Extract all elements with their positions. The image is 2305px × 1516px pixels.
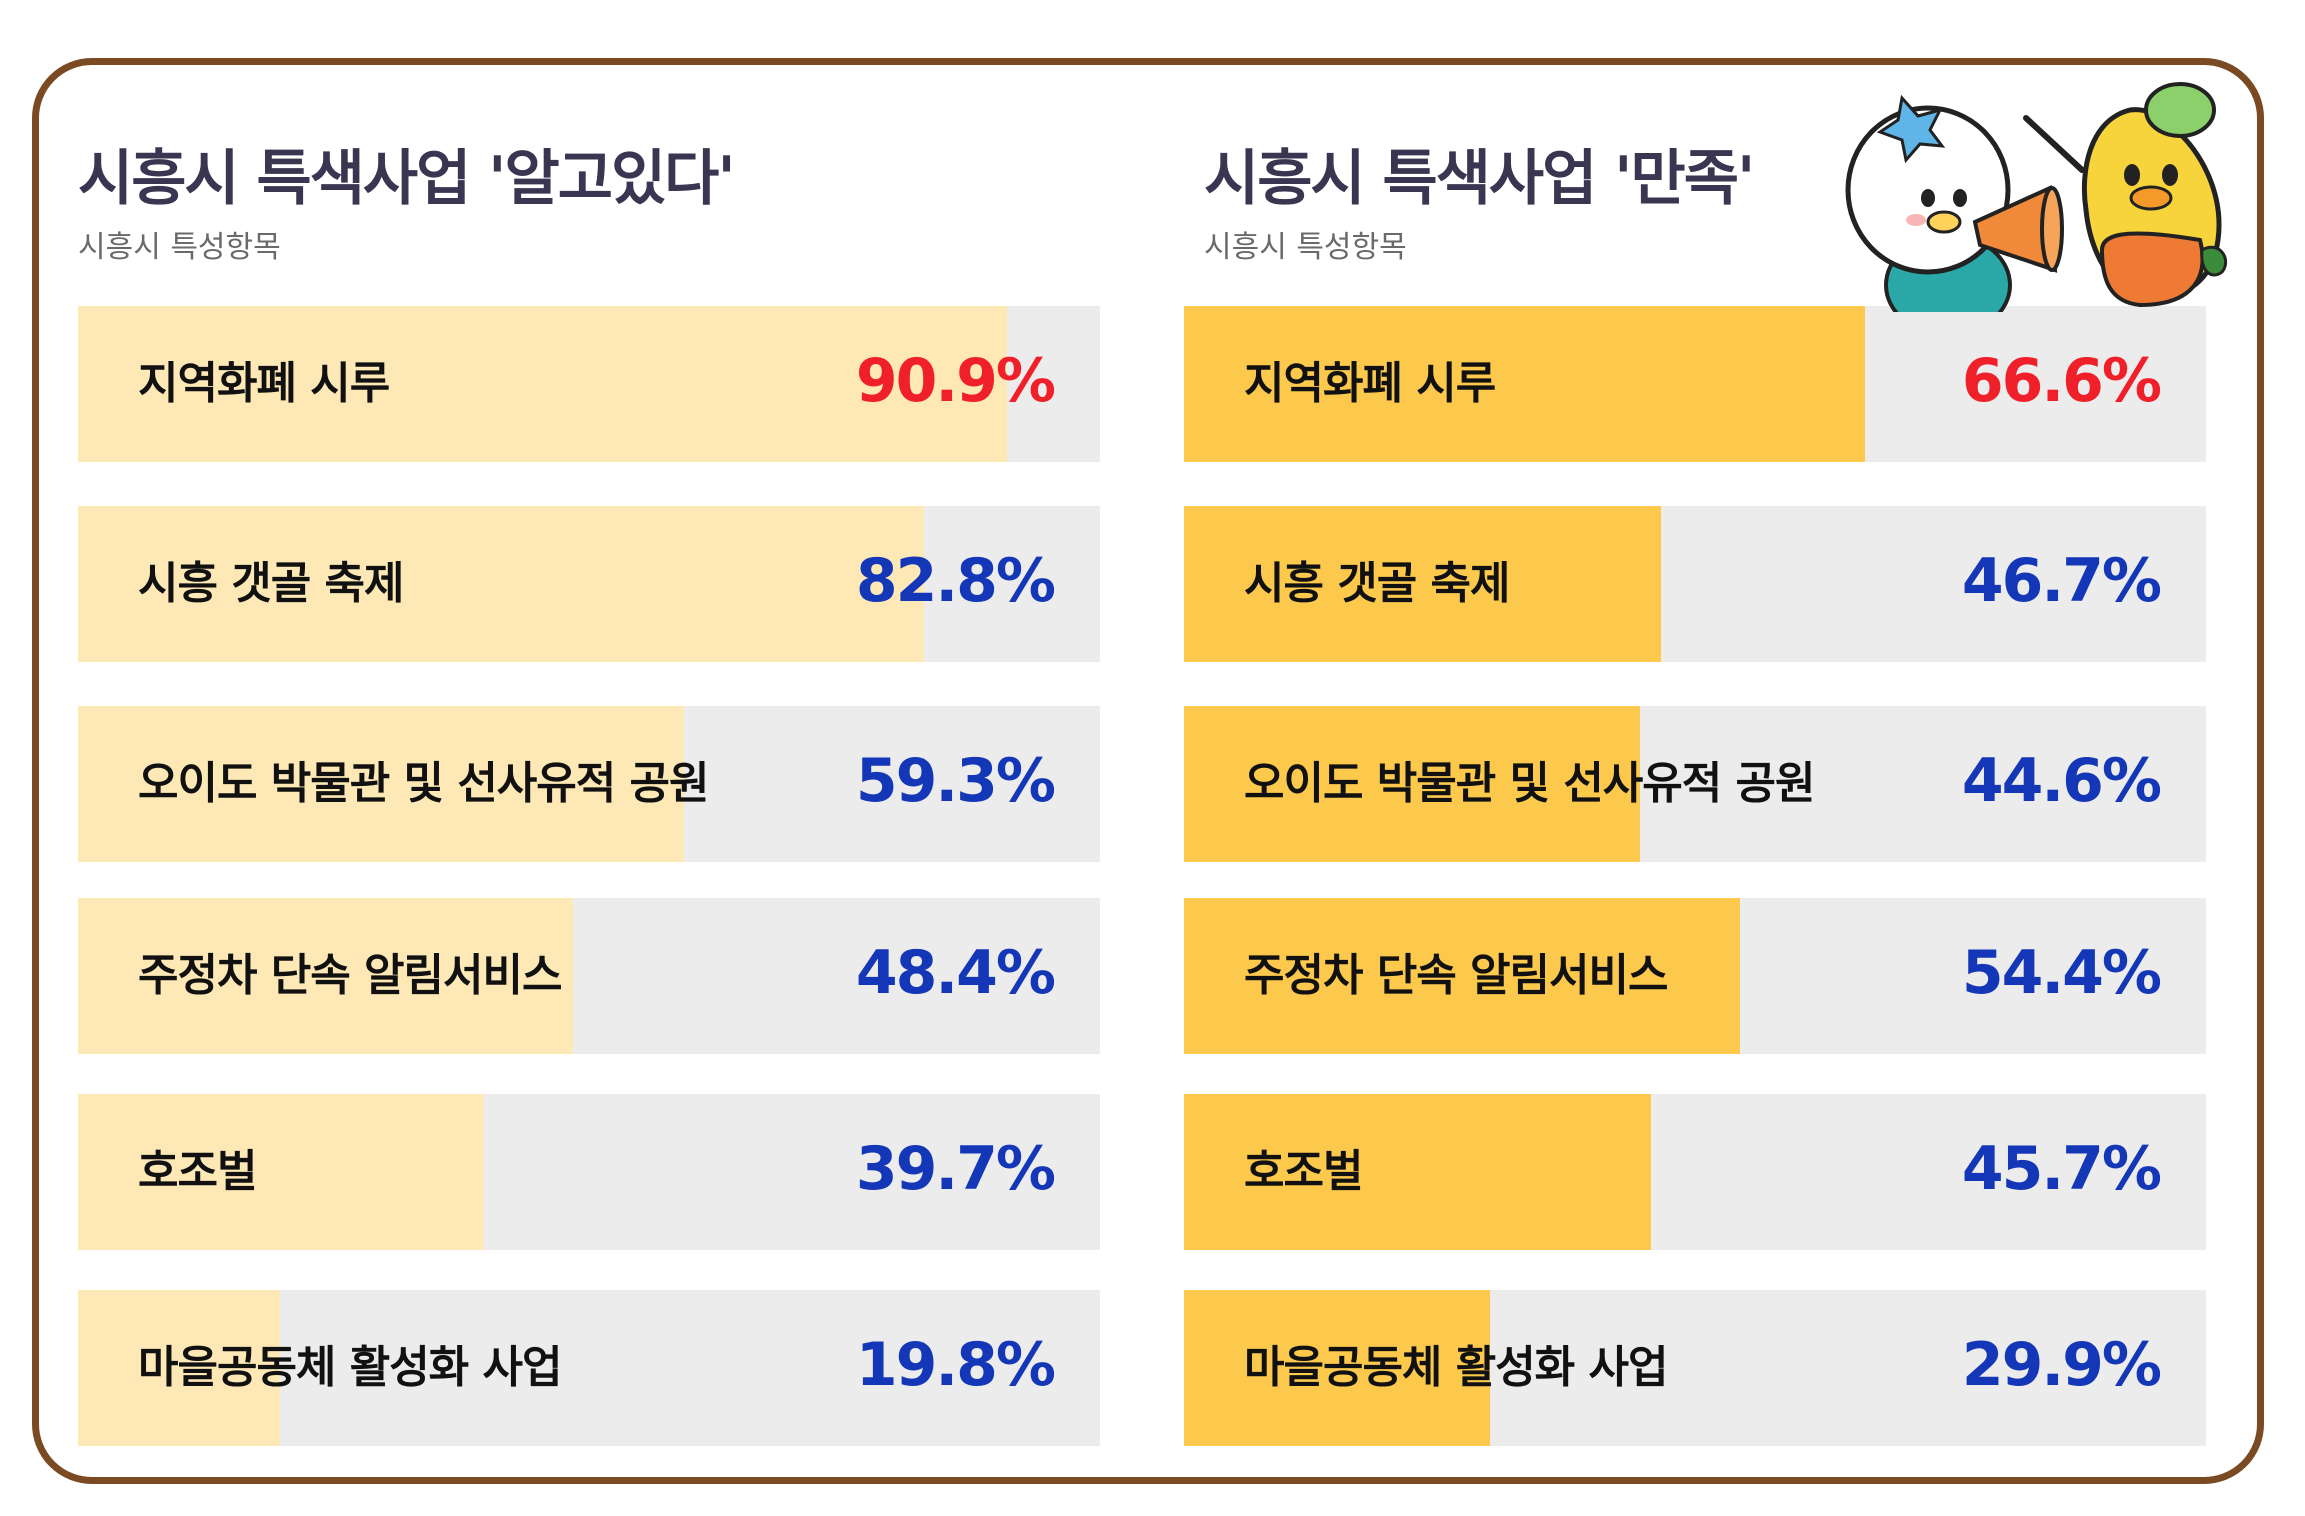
left-bar-category-label: 오이도 박물관 및 선사유적 공원 <box>138 758 710 809</box>
right-bar-value-label: 66.6% <box>1961 346 2162 416</box>
right-bar-value-label: 54.4% <box>1961 938 2162 1008</box>
left-bar-value-label: 19.8% <box>855 1330 1056 1400</box>
right-bar-value-label: 29.9% <box>1961 1330 2162 1400</box>
right-bar-row: 호조벌 45.7% <box>1184 1094 2206 1250</box>
left-bar-fill <box>78 706 685 862</box>
mascot-illustration <box>1845 82 2228 312</box>
left-chart-subtitle: 시흥시 특성항목 <box>78 230 281 265</box>
left-bar-row: 오이도 박물관 및 선사유적 공원 59.3% <box>78 706 1100 862</box>
right-bar-category-label: 호조벌 <box>1244 1146 1363 1197</box>
right-bar-fill <box>1184 1290 1490 1446</box>
left-bar-category-label: 마을공동체 활성화 사업 <box>138 1342 562 1393</box>
right-bar-row: 시흥 갯골 축제 46.7% <box>1184 506 2206 662</box>
right-bar-fill <box>1184 706 1640 862</box>
right-bar-category-label: 오이도 박물관 및 선사유적 공원 <box>1244 758 1816 809</box>
right-bar-fill <box>1184 506 1662 662</box>
right-bar-row: 지역화폐 시루 66.6% <box>1184 306 2206 462</box>
right-bar-fill <box>1184 1094 1652 1250</box>
right-bar-fill <box>1184 898 1740 1054</box>
white-duck-mascot-icon <box>1845 94 2064 312</box>
left-bar-row: 마을공동체 활성화 사업 19.8% <box>78 1290 1100 1446</box>
left-bar-fill <box>78 306 1007 462</box>
right-bar-value-label: 44.6% <box>1961 746 2162 816</box>
right-bar-category-label: 마을공동체 활성화 사업 <box>1244 1342 1668 1393</box>
right-bar-category-label: 지역화폐 시루 <box>1244 358 1496 409</box>
left-bar-value-label: 90.9% <box>855 346 1056 416</box>
right-bar-row: 오이도 박물관 및 선사유적 공원 44.6% <box>1184 706 2206 862</box>
left-bar-fill <box>78 898 573 1054</box>
right-bar-fill <box>1184 306 1865 462</box>
left-bar-category-label: 주정차 단속 알림서비스 <box>138 950 562 1001</box>
left-chart-title: 시흥시 특색사업 '알고있다' <box>78 144 736 214</box>
left-bar-row: 주정차 단속 알림서비스 48.4% <box>78 898 1100 1054</box>
right-bar-row: 주정차 단속 알림서비스 54.4% <box>1184 898 2206 1054</box>
left-bar-category-label: 시흥 갯골 축제 <box>138 558 405 609</box>
right-chart-subtitle: 시흥시 특성항목 <box>1204 230 1407 265</box>
right-bar-value-label: 46.7% <box>1961 546 2162 616</box>
yellow-pear-mascot-icon <box>2023 82 2228 308</box>
right-bar-value-label: 45.7% <box>1961 1134 2162 1204</box>
right-chart-title: 시흥시 특색사업 '만족' <box>1204 144 1755 214</box>
left-bar-row: 호조벌 39.7% <box>78 1094 1100 1250</box>
left-bar-row: 지역화폐 시루 90.9% <box>78 306 1100 462</box>
left-bar-category-label: 호조벌 <box>138 1146 257 1197</box>
left-bar-category-label: 지역화폐 시루 <box>138 358 390 409</box>
right-bar-row: 마을공동체 활성화 사업 29.9% <box>1184 1290 2206 1446</box>
left-bar-value-label: 59.3% <box>855 746 1056 816</box>
left-bar-fill <box>78 1094 484 1250</box>
left-bar-row: 시흥 갯골 축제 82.8% <box>78 506 1100 662</box>
right-bar-category-label: 시흥 갯골 축제 <box>1244 558 1511 609</box>
left-bar-value-label: 48.4% <box>855 938 1056 1008</box>
left-bar-fill <box>78 1290 281 1446</box>
left-bar-value-label: 82.8% <box>855 546 1056 616</box>
left-bar-fill <box>78 506 925 662</box>
left-bar-value-label: 39.7% <box>855 1134 1056 1204</box>
right-bar-category-label: 주정차 단속 알림서비스 <box>1244 950 1668 1001</box>
